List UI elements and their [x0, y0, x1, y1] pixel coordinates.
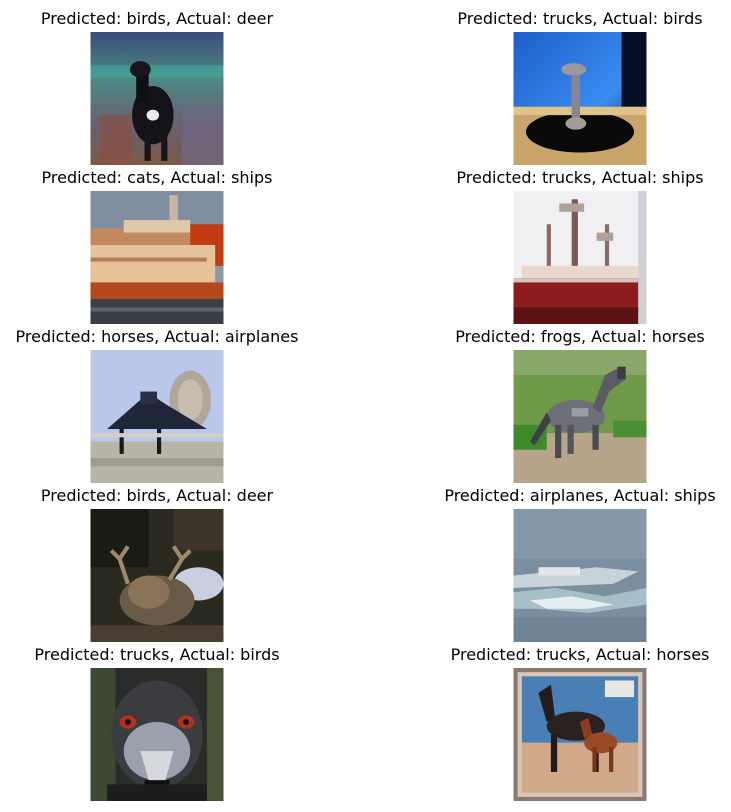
- image-title: Predicted: trucks, Actual: horses: [450, 645, 710, 664]
- image-title: Predicted: trucks, Actual: ships: [456, 168, 704, 187]
- ship-image: [513, 191, 647, 324]
- deer-image: [90, 32, 224, 165]
- image-title: Predicted: horses, Actual: airplanes: [15, 327, 299, 346]
- emu-image: [90, 668, 224, 801]
- airplane-image: [90, 350, 224, 483]
- image-title: Predicted: birds, Actual: deer: [40, 486, 274, 505]
- image-title: Predicted: trucks, Actual: birds: [457, 9, 703, 28]
- image-title: Predicted: birds, Actual: deer: [40, 9, 274, 28]
- ostrich-image: [513, 32, 647, 165]
- horse-stamp-image: [513, 668, 647, 801]
- ship-image: [90, 191, 224, 324]
- ship-image: [513, 509, 647, 642]
- image-title: Predicted: trucks, Actual: birds: [34, 645, 280, 664]
- image-title: Predicted: airplanes, Actual: ships: [444, 486, 716, 505]
- image-title: Predicted: cats, Actual: ships: [41, 168, 273, 187]
- image-title: Predicted: frogs, Actual: horses: [455, 327, 705, 346]
- deer-image: [90, 509, 224, 642]
- horse-image: [513, 350, 647, 483]
